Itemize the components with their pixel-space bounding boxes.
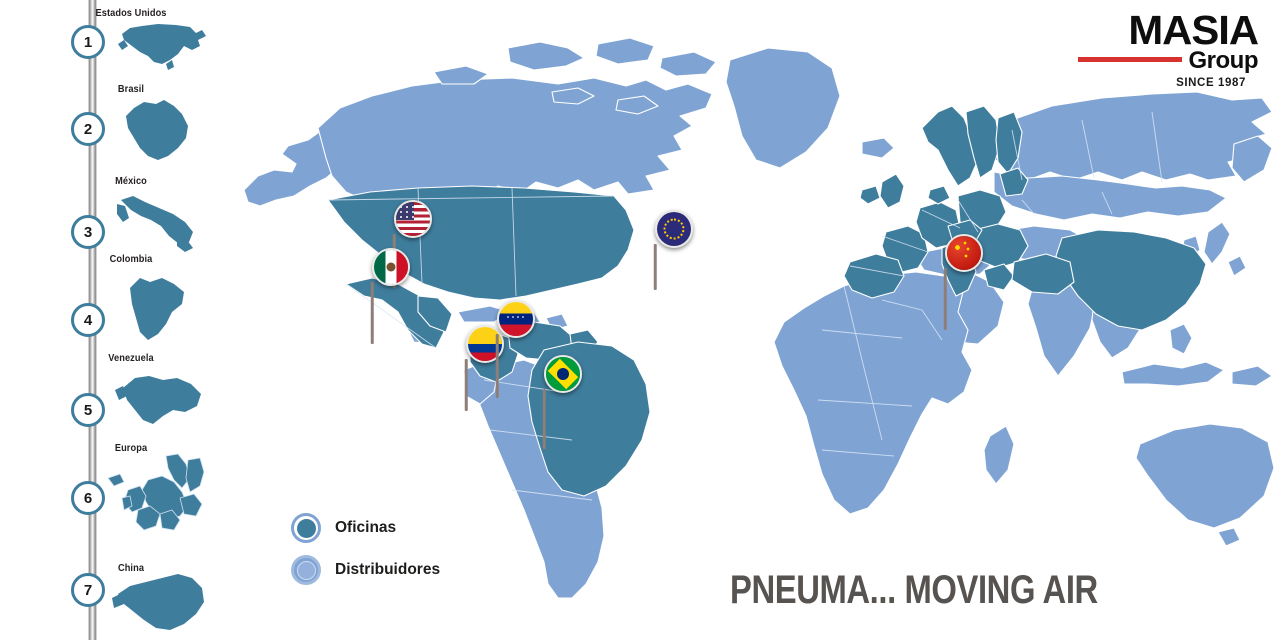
legend-row-offices[interactable]: Oficinas xyxy=(291,510,440,546)
world-map[interactable] xyxy=(222,0,1280,640)
masia-group-logo[interactable]: MASIA Group SINCE 1987 xyxy=(1078,9,1259,90)
logo-second-row: Group xyxy=(1078,47,1258,75)
country-label-6: Europa xyxy=(114,442,148,454)
country-label-1: Estados Unidos xyxy=(95,7,167,19)
europe-shape xyxy=(104,452,212,534)
country-label-2: Brasil xyxy=(117,83,145,95)
flag-icon-brazil xyxy=(544,355,582,393)
step-number-4[interactable]: 4 xyxy=(71,303,105,337)
flag-icon-china xyxy=(945,234,983,272)
china-shape xyxy=(112,570,208,634)
legend-row-distributors[interactable]: Distribuidores xyxy=(291,552,440,588)
country-timeline-sidebar: Estados Unidos 1 Brasil 2 México xyxy=(0,0,218,640)
step-number-1[interactable]: 1 xyxy=(71,25,105,59)
colombia-shape xyxy=(122,272,190,344)
legend-label-offices: Oficinas xyxy=(335,519,397,536)
logo-brand-name: MASIA xyxy=(1128,7,1259,53)
flag-icon-united-states xyxy=(394,200,432,238)
flag-icon-mexico xyxy=(372,248,410,286)
pin-stem xyxy=(464,359,468,411)
logo-group-word: Group xyxy=(1188,47,1259,75)
legend-dot-distributors xyxy=(291,555,321,585)
country-label-4: Colombia xyxy=(109,253,153,265)
country-label-7: China xyxy=(117,562,145,574)
step-number-7[interactable]: 7 xyxy=(71,573,105,607)
step-number-5[interactable]: 5 xyxy=(71,393,105,427)
step-number-2[interactable]: 2 xyxy=(71,112,105,146)
map-legend: Oficinas Distribuidores xyxy=(291,510,440,594)
country-label-3: México xyxy=(115,175,147,187)
venezuela-shape xyxy=(115,368,205,430)
tagline: PNEUMA... MOVING AIR xyxy=(730,568,1098,612)
internal-borders xyxy=(327,111,1163,501)
legend-label-distributors: Distribuidores xyxy=(335,561,441,578)
pin-stem xyxy=(370,282,374,344)
flag-icon-european-union xyxy=(655,210,693,248)
pin-stem xyxy=(653,244,657,290)
pin-stem xyxy=(943,268,947,330)
mexico-shape xyxy=(115,192,197,256)
legend-dot-offices xyxy=(291,513,321,543)
brazil-shape xyxy=(120,98,192,164)
country-label-5: Venezuela xyxy=(108,352,154,364)
logo-since-text: SINCE 1987 xyxy=(1176,77,1246,90)
step-number-3[interactable]: 3 xyxy=(71,215,105,249)
pin-stem xyxy=(495,334,499,398)
pin-stem xyxy=(542,389,546,449)
flag-icon-venezuela xyxy=(497,300,535,338)
step-number-6[interactable]: 6 xyxy=(71,481,105,515)
usa-shape xyxy=(118,20,210,72)
country-china xyxy=(1055,229,1207,331)
logo-red-bar xyxy=(1078,56,1182,62)
